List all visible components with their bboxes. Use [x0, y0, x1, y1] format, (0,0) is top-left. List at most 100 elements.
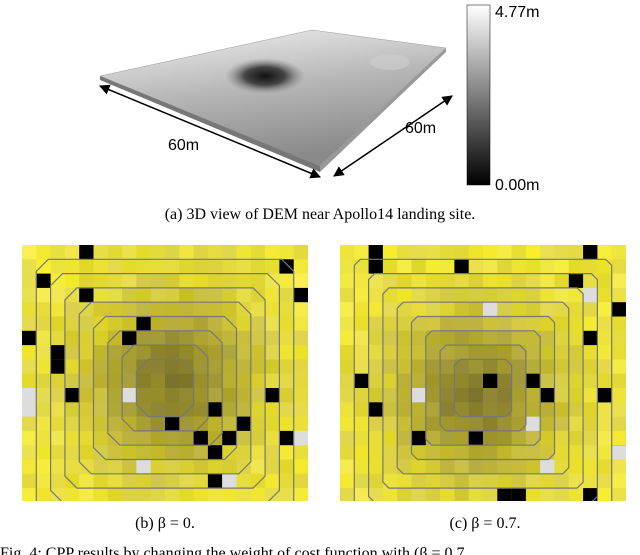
- cell: [411, 459, 427, 475]
- obstacle: [468, 430, 483, 446]
- cell: [265, 316, 280, 332]
- cell: [583, 402, 598, 418]
- cell: [440, 445, 455, 460]
- cell: [597, 302, 613, 317]
- cell: [293, 302, 308, 317]
- cell: [468, 445, 484, 460]
- cell: [383, 502, 398, 517]
- cell: [279, 245, 295, 260]
- cell: [222, 502, 237, 517]
- cell: [150, 259, 166, 275]
- cell: [79, 359, 94, 375]
- cell: [511, 245, 527, 260]
- cell: [250, 402, 266, 418]
- cell: [64, 488, 80, 501]
- cell: [65, 502, 80, 517]
- cell: [340, 287, 355, 303]
- cell: [497, 273, 513, 289]
- cell: [36, 316, 52, 332]
- coverage-path: [107, 330, 223, 446]
- cell: [554, 373, 570, 389]
- cell: [51, 517, 66, 532]
- cell: [612, 517, 627, 532]
- cell: [222, 388, 237, 403]
- cell: [497, 388, 513, 403]
- cell: [136, 330, 152, 346]
- cell: [354, 517, 369, 532]
- cell: [36, 488, 52, 501]
- cell: [79, 345, 94, 360]
- cell: [36, 402, 52, 418]
- cell: [568, 473, 584, 489]
- cell: [483, 459, 498, 475]
- cell: [279, 459, 295, 475]
- cell: [397, 273, 412, 289]
- cell: [497, 459, 513, 475]
- cell: [79, 373, 94, 389]
- cell: [279, 416, 295, 432]
- cell: [425, 316, 441, 332]
- cell: [511, 430, 527, 446]
- cell: [382, 302, 398, 317]
- cell: [193, 245, 209, 260]
- cell: [193, 373, 209, 389]
- cell: [179, 302, 195, 317]
- cell: [483, 316, 498, 332]
- cell: [569, 517, 584, 532]
- cell: [165, 259, 180, 275]
- cell: [597, 245, 613, 260]
- cell: [207, 388, 223, 403]
- cell: [468, 459, 484, 475]
- cell: [251, 502, 266, 517]
- cell: [193, 345, 209, 360]
- cell: [354, 473, 370, 489]
- cell: [79, 330, 94, 346]
- cell: [540, 502, 555, 517]
- cell: [293, 373, 308, 389]
- cell: [511, 259, 527, 275]
- cell: [454, 416, 470, 432]
- cell: [554, 445, 570, 460]
- cell: [207, 259, 223, 275]
- cell: [50, 273, 66, 289]
- cell: [425, 302, 441, 317]
- cell: [107, 402, 123, 418]
- cell: [583, 302, 598, 317]
- cell: [207, 330, 223, 346]
- cell: [165, 488, 180, 501]
- cell: [382, 259, 398, 275]
- cell: [236, 488, 252, 501]
- cell: [354, 345, 370, 360]
- cell: [597, 287, 613, 303]
- cell: [293, 459, 308, 475]
- cell: [193, 488, 209, 501]
- cell: [193, 316, 209, 332]
- cell: [122, 488, 137, 501]
- cell: [468, 388, 484, 403]
- cell: [279, 316, 295, 332]
- cell: [382, 388, 398, 403]
- cell: [454, 459, 470, 475]
- cell: [236, 359, 252, 375]
- cell: [568, 245, 584, 260]
- cell: [511, 416, 527, 432]
- cell: [611, 459, 626, 475]
- cell: [150, 316, 166, 332]
- cell: [122, 316, 137, 332]
- cell: [79, 459, 94, 475]
- unknown-cell: [136, 459, 151, 474]
- cell: [179, 488, 195, 501]
- cell: [540, 302, 555, 317]
- cell: [354, 245, 370, 260]
- cell: [279, 388, 295, 403]
- cell: [397, 473, 412, 489]
- cell: [540, 517, 555, 532]
- cell: [122, 345, 137, 360]
- cell: [50, 445, 66, 460]
- cell: [122, 430, 137, 446]
- cell: [454, 402, 470, 418]
- cell: [397, 388, 412, 403]
- cell: [340, 345, 355, 360]
- dimension-label: 60m: [168, 137, 199, 154]
- cell: [411, 445, 427, 460]
